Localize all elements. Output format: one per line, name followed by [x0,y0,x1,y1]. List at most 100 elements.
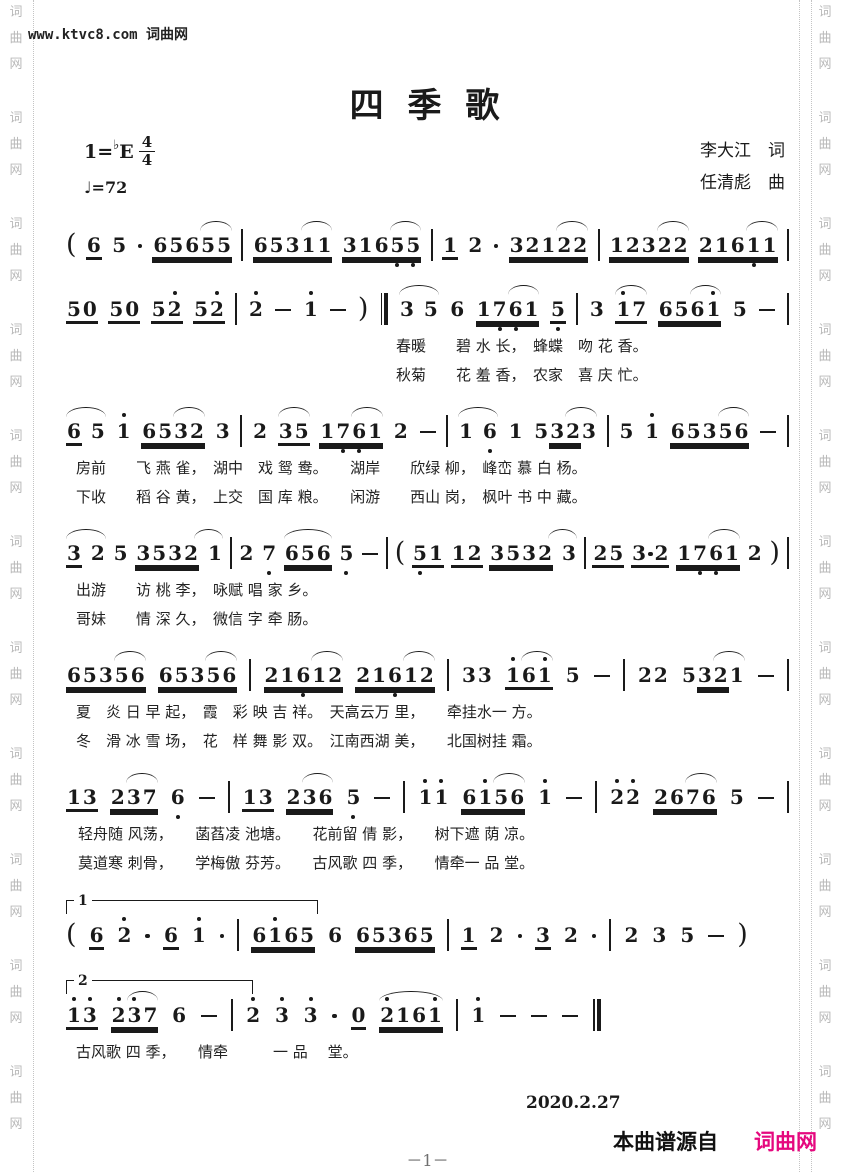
note: 6 [328,922,342,947]
note: 2 [239,540,254,565]
note: 2 [525,232,540,257]
note-group: 2 [248,290,264,321]
song-title: 四 季 歌 [349,86,506,126]
key-prefix: 1= [84,140,114,163]
volta-bracket-1: 1 [66,892,318,914]
note: 3 [582,418,596,443]
note: 1 [428,540,443,565]
slur-arc [717,406,750,417]
note: 5 [550,297,566,331]
note-group [707,923,725,947]
note: 2 [638,662,652,687]
note: 3 [561,540,576,565]
note-group: 2 [117,916,133,947]
note-group: 2 [252,419,268,443]
note: 2 [167,290,183,321]
note: 2 [625,778,641,809]
note: 5 [565,662,580,687]
notation-line: (6 5 6 5 6 5 5 6 5 3 1 1 3 1 6 5 5 1 2 3 2 1 2 2 1 2 3 2 2 2 1 6 1 1 [66,220,789,267]
note: 6 [318,784,333,809]
note: 2 [609,778,625,809]
note: 7 [261,541,277,575]
note: 0 [125,296,140,321]
note: 3 [168,540,183,565]
note: 5 [718,418,733,443]
barline [609,918,612,951]
note: 5 [300,540,315,565]
score-header-row: 1= ♭ E 4 4 ♩=72 李大江 词 任清彪 曲 [66,135,789,200]
note-group: 6 [449,297,465,321]
composer-credit: 任清彪 曲 [700,173,785,194]
note [219,923,226,947]
parenthesis: ( [66,919,77,951]
site-watermark-text: www.ktvc8.com 词曲网 [28,27,189,43]
watermark-group: 词曲网 [9,641,23,708]
watermark-group: 词曲网 [818,535,832,602]
note: 3 [215,418,230,443]
lyric-row: 冬 滑 冰 雪 场， 花 样 舞 影 双。 江南西湖 美， 北国树挂 霜。 [76,731,542,750]
dash-note [708,934,725,938]
slur-arc [283,528,332,539]
augmentation-dot [591,933,597,939]
note-group: 5 [338,541,354,575]
octave-dot-below [301,692,306,697]
octave-dot-below [497,326,502,331]
slur-arc [66,528,106,539]
note: 6 [462,784,477,809]
note: 5 [294,418,309,443]
note-group: 2 [467,233,483,257]
octave-dot-below [395,262,400,267]
lyric-row: 秋菊 花 羞 香， 农家 喜 庆 忙。 [396,365,648,384]
octave-dot-below [487,448,492,453]
note-group: 2 [747,541,763,565]
slur-arc [398,284,439,295]
dash-note [275,308,292,312]
footer-attribution: 本曲谱源自 词曲网 [613,1126,817,1156]
note: 3 [258,784,273,809]
note: 1 [524,296,539,321]
octave-dot-below [393,692,397,697]
note: 0 [351,1002,366,1027]
note-group: 3 [274,996,290,1027]
octave-dot-below [698,570,703,575]
note: 6 [185,232,200,257]
dash-note [757,674,774,678]
slur-arc [379,990,443,1001]
footer-source-label: 本曲谱源自 [613,1130,718,1154]
parenthesis: ) [357,293,369,325]
note: 2 [573,232,588,257]
dash-note [566,796,583,800]
note [561,1003,579,1027]
octave-dot-below [351,814,356,819]
barline [446,414,449,447]
note-group [561,1003,579,1027]
dash-note [330,308,347,312]
watermark-group: 词曲网 [9,747,23,814]
note: 2 [248,290,264,321]
note-group [137,233,144,257]
note: 1 [714,232,729,257]
barline [385,536,388,569]
note-group: 5 [345,785,361,819]
watermark-group: 词曲网 [818,429,832,496]
right-margin-dotted-line-2 [799,0,800,1172]
slur-arc [173,406,205,417]
note: 7 [335,419,351,453]
note-group: 5 [618,419,634,443]
note-group [493,233,500,257]
note: 6 [89,922,104,947]
note: 3 [462,662,476,687]
